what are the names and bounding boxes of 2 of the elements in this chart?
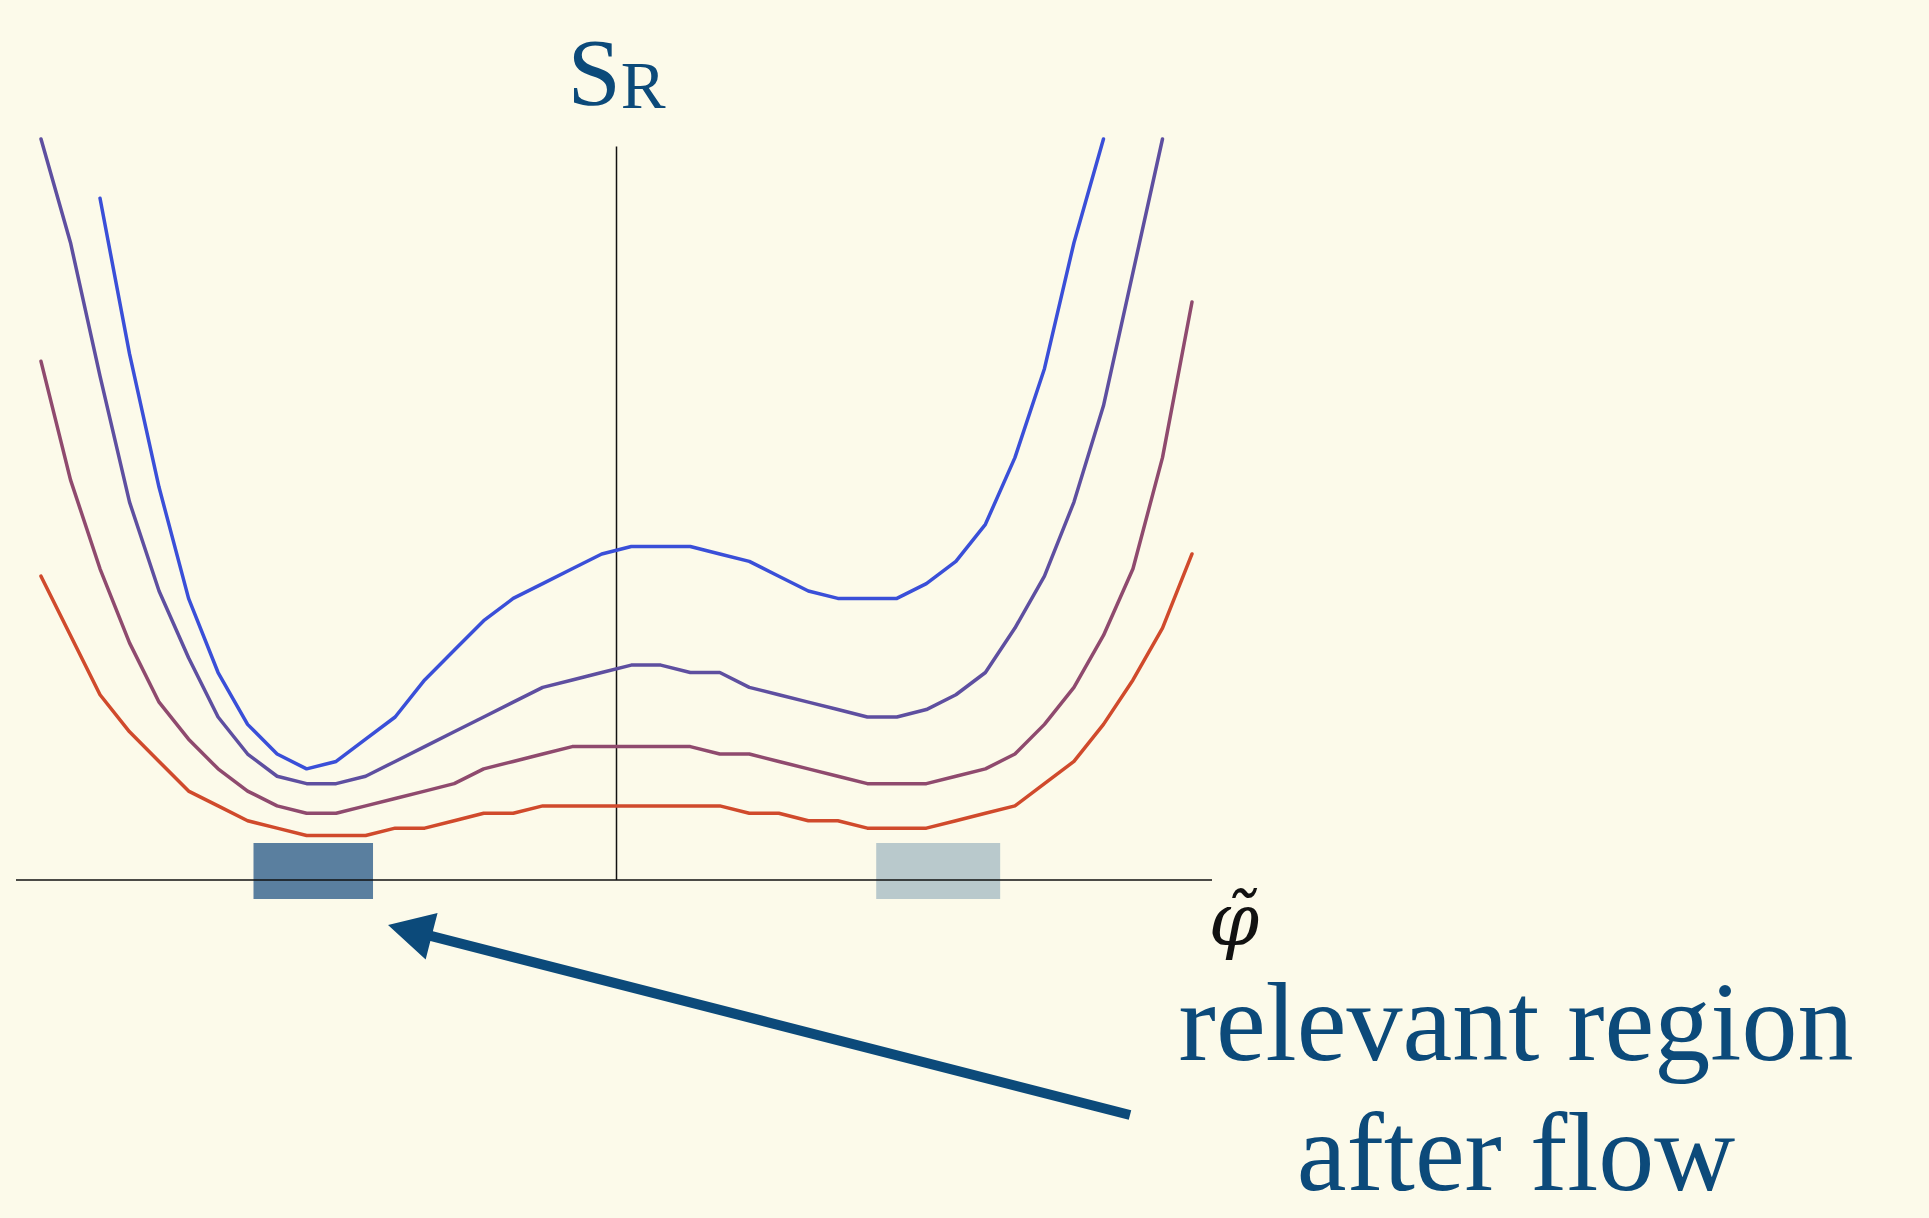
x-axis-title: φ̃ (1208, 878, 1260, 962)
text: relevant region after flow (1178, 960, 1854, 1214)
